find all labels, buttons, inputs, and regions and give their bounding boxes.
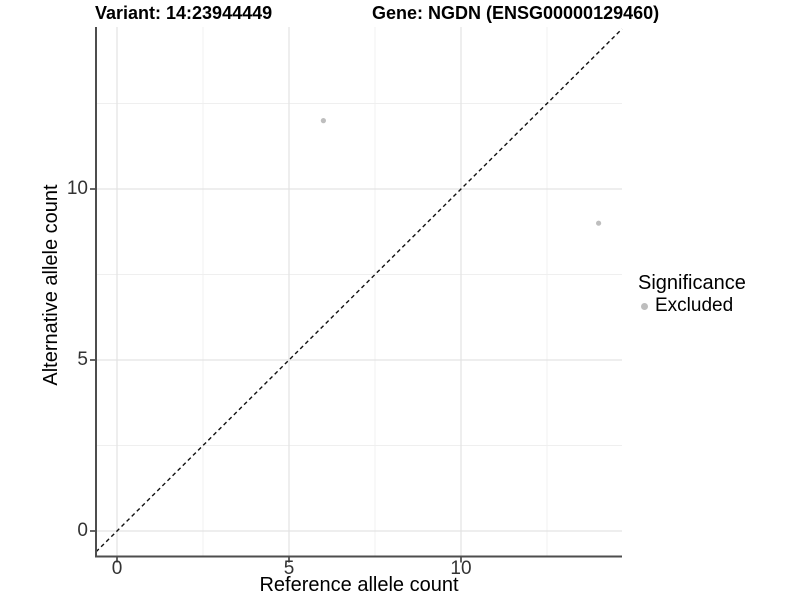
legend-title: Significance (638, 272, 746, 294)
legend-point-icon (641, 302, 648, 310)
legend-item-label: Excluded (655, 295, 734, 316)
x-tick-label: 0 (111, 558, 123, 579)
identity-line (95, 28, 623, 553)
y-axis-title: Alternative allele count (40, 184, 62, 386)
gene-title: Gene: NGDN (ENSG00000129460) (372, 3, 660, 23)
y-tick-label: 10 (66, 178, 88, 199)
variant-title: Variant: 14:23944449 (95, 3, 273, 23)
legend-key (638, 298, 655, 315)
x-axis-title: Reference allele count (259, 574, 459, 596)
data-point (320, 118, 326, 124)
x-tick-label: 5 (283, 558, 295, 579)
legend: Significance Excluded (638, 271, 746, 316)
y-tick-label: 0 (77, 520, 88, 541)
legend-item-excluded: Excluded (638, 296, 746, 316)
x-tick-label: 10 (450, 558, 472, 579)
y-tick-label: 5 (77, 349, 88, 370)
data-point (596, 220, 602, 226)
